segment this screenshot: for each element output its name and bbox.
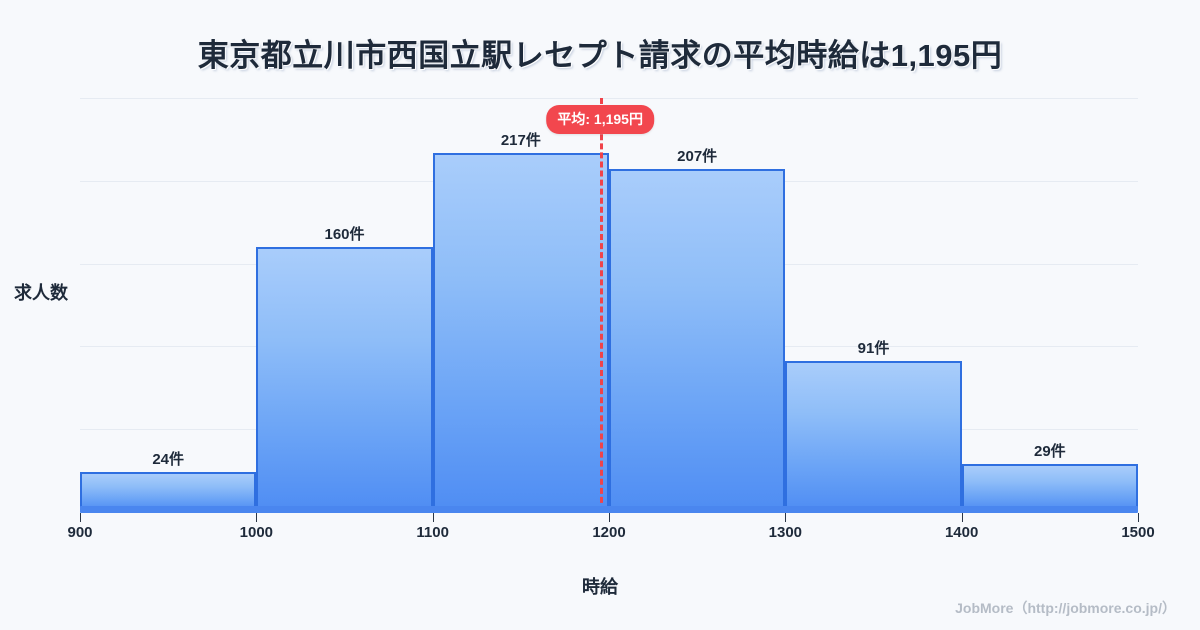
bar	[609, 169, 786, 512]
x-axis-tick-label: 1100	[416, 524, 449, 541]
bar-value-label: 217件	[500, 131, 541, 149]
x-axis-tick	[432, 513, 434, 522]
bar-value-label: 91件	[857, 340, 890, 358]
x-axis-line	[80, 506, 1138, 513]
x-axis-tick-label: 1500	[1121, 524, 1155, 541]
x-axis-tick-label: 1200	[592, 524, 626, 541]
y-axis-title: 求人数	[14, 283, 68, 303]
page-title: 東京都立川市西国立駅レセプト請求の平均時給は1,195円	[197, 38, 1003, 73]
plot-area: 24件 160件 217件 207件 91件 29件	[80, 98, 1138, 512]
x-axis-tick-label: 900	[67, 524, 93, 541]
bar-value-label: 24件	[152, 451, 184, 469]
x-axis-tick-label: 1000	[239, 524, 274, 541]
x-axis-tick-label: 1400	[944, 524, 979, 541]
gridline	[80, 98, 1138, 99]
bar-value-label: 207件	[677, 148, 718, 166]
x-axis-tick	[785, 513, 787, 522]
x-axis-tick-label: 1300	[768, 524, 803, 541]
mean-line	[600, 98, 604, 512]
x-axis-tick	[80, 513, 81, 522]
bar	[961, 463, 1138, 512]
x-axis-tick	[609, 513, 610, 522]
footer-credit: JobMore（http://jobmore.co.jp/）	[955, 600, 1176, 616]
bar	[432, 152, 609, 512]
x-axis-tick	[1138, 513, 1139, 522]
bar-value-label: 29件	[1033, 442, 1066, 460]
bar-value-label: 160件	[324, 226, 365, 244]
x-axis-tick	[961, 513, 963, 522]
x-axis-tick	[256, 513, 258, 522]
x-axis-title: 時給	[582, 577, 618, 597]
mean-badge: 平均: 1,195円	[546, 105, 654, 134]
bar	[785, 361, 962, 512]
bar	[256, 247, 433, 512]
